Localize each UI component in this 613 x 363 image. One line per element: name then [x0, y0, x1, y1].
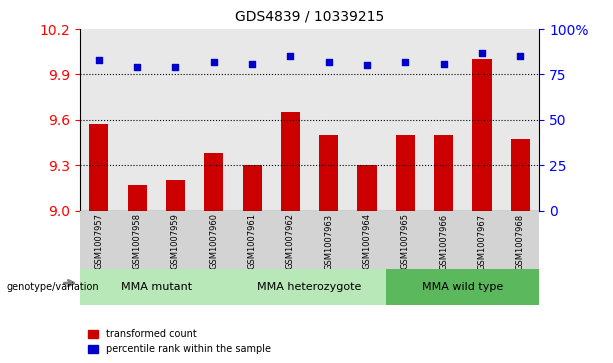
Bar — [271, 211, 310, 269]
Point — [94, 57, 104, 63]
Point — [247, 61, 257, 66]
Text: MMA wild type: MMA wild type — [422, 282, 503, 292]
Point — [439, 61, 449, 66]
Text: GSM1007957: GSM1007957 — [94, 213, 104, 269]
Bar — [511, 139, 530, 211]
Bar — [80, 29, 118, 211]
Bar — [463, 211, 501, 269]
Bar — [396, 135, 415, 211]
Bar — [233, 211, 271, 269]
Point — [362, 62, 372, 68]
Bar — [501, 29, 539, 211]
Bar — [310, 211, 348, 269]
Bar — [434, 135, 453, 211]
Text: GSM1007967: GSM1007967 — [478, 213, 487, 270]
Bar — [386, 29, 424, 211]
Text: GSM1007959: GSM1007959 — [171, 213, 180, 269]
Legend: transformed count, percentile rank within the sample: transformed count, percentile rank withi… — [85, 326, 275, 358]
Bar — [204, 153, 223, 211]
Bar — [386, 211, 424, 269]
Bar — [195, 29, 233, 211]
Bar — [473, 59, 492, 211]
Bar — [80, 269, 233, 305]
Bar — [271, 29, 310, 211]
Text: GSM1007960: GSM1007960 — [209, 213, 218, 269]
Point — [286, 53, 295, 59]
Point — [132, 64, 142, 70]
Text: GSM1007963: GSM1007963 — [324, 213, 333, 270]
Text: genotype/variation: genotype/variation — [6, 282, 99, 292]
Bar — [80, 211, 118, 269]
Bar — [463, 29, 501, 211]
Bar — [195, 211, 233, 269]
Bar — [501, 211, 539, 269]
Text: GSM1007966: GSM1007966 — [439, 213, 448, 270]
Bar — [386, 269, 539, 305]
Bar — [166, 180, 185, 211]
Bar — [233, 29, 271, 211]
Bar — [281, 112, 300, 211]
Point — [400, 59, 410, 65]
Text: MMA heterozygote: MMA heterozygote — [257, 282, 362, 292]
Bar — [424, 29, 463, 211]
Point — [324, 59, 333, 65]
Bar — [319, 135, 338, 211]
Text: GSM1007962: GSM1007962 — [286, 213, 295, 269]
Title: GDS4839 / 10339215: GDS4839 / 10339215 — [235, 10, 384, 24]
Bar — [156, 29, 195, 211]
Bar — [128, 185, 147, 211]
Text: GSM1007964: GSM1007964 — [362, 213, 371, 269]
Bar — [348, 29, 386, 211]
Bar — [118, 211, 156, 269]
Text: MMA mutant: MMA mutant — [121, 282, 192, 292]
Bar — [348, 211, 386, 269]
Point — [209, 59, 219, 65]
Bar — [243, 165, 262, 211]
Bar — [357, 165, 376, 211]
Bar — [424, 211, 463, 269]
Bar — [89, 125, 109, 211]
Point — [477, 50, 487, 56]
Bar — [233, 269, 386, 305]
Text: GSM1007968: GSM1007968 — [516, 213, 525, 270]
Point — [170, 64, 180, 70]
Bar — [118, 29, 156, 211]
Text: GSM1007958: GSM1007958 — [132, 213, 142, 269]
Bar — [310, 29, 348, 211]
Text: GSM1007961: GSM1007961 — [248, 213, 257, 269]
Text: GSM1007965: GSM1007965 — [401, 213, 410, 269]
Bar — [156, 211, 195, 269]
Point — [516, 53, 525, 59]
